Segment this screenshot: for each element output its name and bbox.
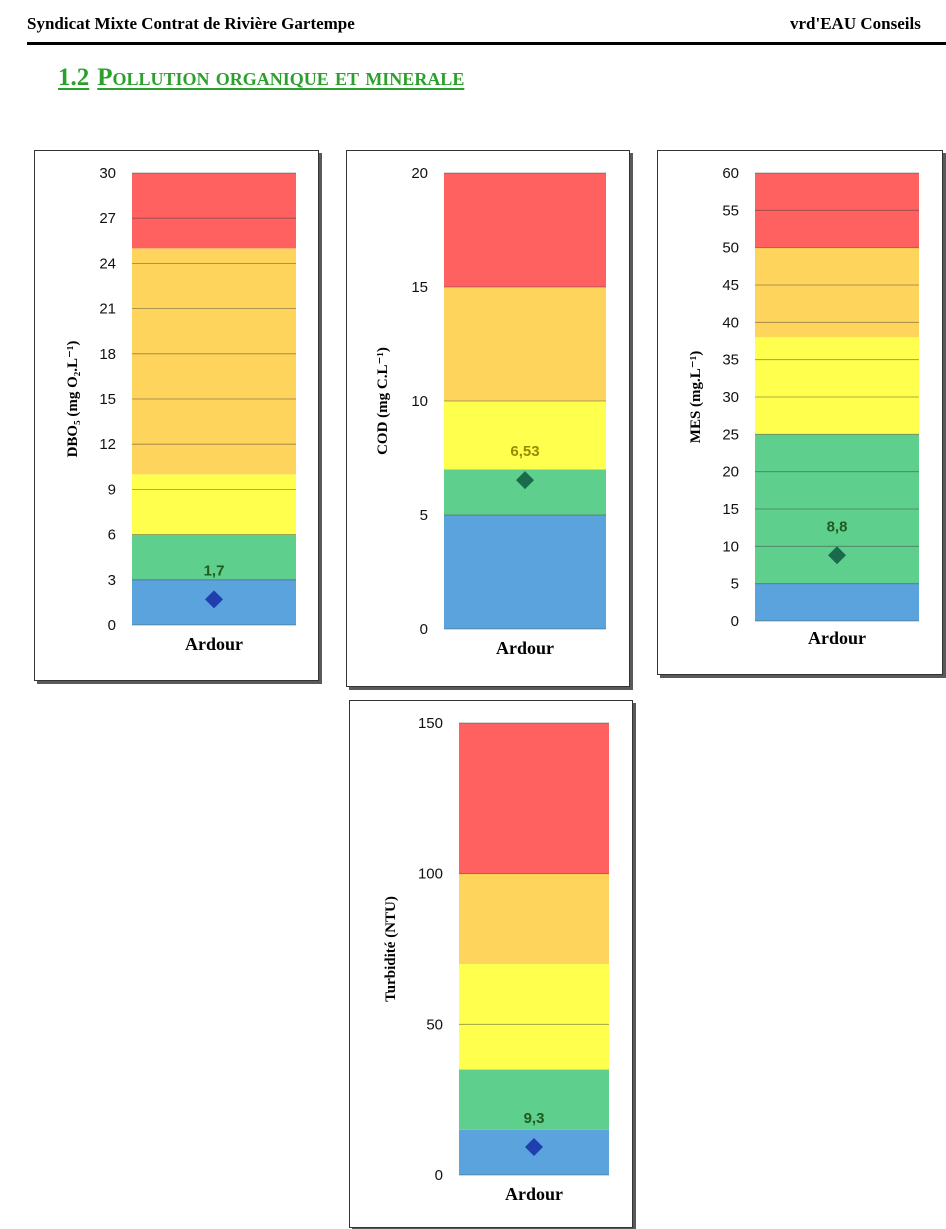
band-0: [444, 515, 606, 629]
y-tick-label: 18: [99, 346, 116, 363]
y-tick-label: 30: [99, 165, 116, 182]
y-tick-label: 10: [411, 393, 428, 410]
band-2: [444, 401, 606, 470]
data-point-marker: [516, 471, 534, 490]
y-tick-label: 0: [420, 621, 428, 638]
section-title: Pollution organique et minerale: [97, 64, 465, 91]
band-3: [444, 287, 606, 401]
data-point-marker: [525, 1137, 543, 1156]
chart-dbo5: 0 3 6 9 12 15 18 21 24 27 30 DBO₅ (mg O₂.L⁻¹) Ardour…: [34, 150, 319, 681]
y-tick-label: 15: [722, 501, 739, 518]
section-number: 1.2: [58, 64, 90, 91]
band-4: [132, 173, 296, 249]
band-1: [459, 1069, 609, 1130]
y-axis-label: DBO₅ (mg O₂.L⁻¹): [65, 341, 81, 458]
band-3: [755, 247, 919, 338]
x-category-label: Ardour: [185, 634, 243, 654]
y-tick-label: 0: [108, 617, 116, 634]
header-rule: [27, 42, 946, 45]
y-tick-label: 150: [418, 715, 443, 732]
x-category-label: Ardour: [496, 638, 554, 658]
data-point-marker: [828, 546, 846, 565]
y-tick-label: 12: [99, 436, 116, 453]
y-tick-label: 35: [722, 352, 739, 369]
y-tick-label: 3: [108, 572, 116, 589]
y-tick-label: 45: [722, 277, 739, 294]
band-3: [132, 248, 296, 475]
band-2: [132, 474, 296, 535]
data-label: 8,8: [827, 518, 848, 535]
band-4: [459, 723, 609, 874]
y-tick-label: 0: [435, 1167, 443, 1184]
y-tick-label: 25: [722, 426, 739, 443]
y-tick-label: 10: [722, 538, 739, 555]
y-axis-label: MES (mg.L⁻¹): [688, 351, 704, 443]
x-category-label: Ardour: [505, 1184, 563, 1204]
y-tick-label: 40: [722, 314, 739, 331]
band-1: [132, 534, 296, 580]
y-tick-label: 20: [411, 165, 428, 182]
y-tick-label: 50: [426, 1016, 443, 1033]
band-4: [444, 173, 606, 287]
chart-svg: 0 5 10 15 20 25 30 35 40 45 50 55 60 MES (mg.L⁻¹) Ardo…: [688, 165, 919, 648]
data-label: 9,3: [524, 1110, 545, 1127]
chart-mes: 0 5 10 15 20 25 30 35 40 45 50 55 60 MES (mg.L⁻¹) Ardo…: [657, 150, 943, 675]
y-tick-label: 30: [722, 389, 739, 406]
band-3: [459, 873, 609, 965]
y-axis-label: COD (mg C.L⁻¹): [375, 347, 391, 455]
y-tick-label: 15: [411, 279, 428, 296]
chart-cod: 0 5 10 15 20 COD (mg C.L⁻¹) Ardour 6,53: [346, 150, 630, 687]
header-left-title: Syndicat Mixte Contrat de Rivière Gartem…: [27, 14, 355, 33]
y-tick-label: 5: [731, 576, 739, 593]
chart-svg: 0 5 10 15 20 COD (mg C.L⁻¹) Ardour 6,53: [375, 165, 606, 658]
y-tick-label: 5: [420, 507, 428, 524]
band-2: [755, 337, 919, 435]
band-2: [459, 964, 609, 1070]
y-tick-label: 9: [108, 481, 116, 498]
y-tick-label: 24: [99, 255, 116, 272]
header-right-title: vrd'EAU Conseils: [790, 14, 921, 33]
y-axis-label: Turbidité (NTU): [383, 896, 399, 1002]
y-tick-label: 27: [99, 210, 116, 227]
y-tick-label: 20: [722, 464, 739, 481]
y-tick-label: 0: [731, 613, 739, 630]
chart-svg: 0 50 100 150 Turbidité (NTU) Ardour 9,3: [383, 715, 609, 1204]
band-0: [755, 583, 919, 621]
y-tick-label: 50: [722, 240, 739, 257]
y-tick-label: 55: [722, 202, 739, 219]
data-label: 6,53: [510, 443, 539, 460]
y-tick-label: 15: [99, 391, 116, 408]
y-tick-label: 60: [722, 165, 739, 182]
section-heading: 1.2 Pollution organique et minerale: [58, 64, 464, 92]
data-label: 1,7: [204, 562, 225, 579]
chart-turbidite: 0 50 100 150 Turbidité (NTU) Ardour 9,3: [349, 700, 633, 1228]
chart-svg: 0 3 6 9 12 15 18 21 24 27 30 DBO₅ (mg O₂.L⁻¹) Ardour…: [65, 165, 296, 654]
y-tick-label: 6: [108, 527, 116, 544]
y-tick-label: 21: [99, 301, 116, 318]
x-category-label: Ardour: [808, 628, 866, 648]
y-tick-label: 100: [418, 866, 443, 883]
data-point-marker: [205, 590, 223, 609]
